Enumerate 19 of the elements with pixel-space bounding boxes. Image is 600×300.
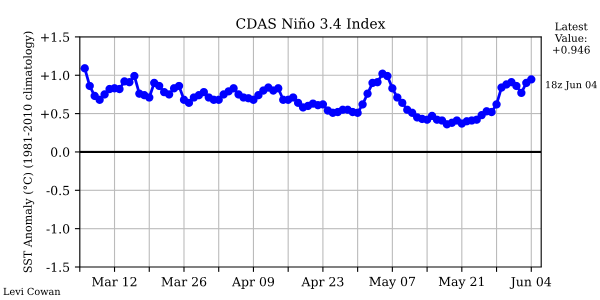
- y-axis-title: SST Anomaly (°C) (1981-2010 climatology): [23, 32, 34, 272]
- y-tick-label: -1.5: [46, 262, 70, 272]
- chart-title: CDAS Niño 3.4 Index: [236, 18, 386, 29]
- text: 18z Jun 04: [546, 80, 597, 90]
- y-tick-label: 0.0: [51, 147, 70, 157]
- y-tick-label: +0.5: [41, 109, 70, 119]
- x-tick-label: Apr 23: [301, 276, 344, 289]
- y-tick-label: -0.5: [46, 186, 70, 196]
- y-tick-label: +1.0: [41, 70, 70, 80]
- y-tick-label: -1.0: [46, 224, 70, 234]
- x-tick-label: May 21: [438, 276, 484, 289]
- x-tick-label: May 07: [369, 276, 416, 289]
- y-tick-label: +1.5: [41, 32, 70, 42]
- text: Levi Cowan: [4, 288, 60, 296]
- x-tick-label: Jun 04: [510, 276, 552, 289]
- x-tick-label: Mar 12: [92, 276, 136, 286]
- text: Latest Value: +0.946: [553, 22, 590, 54]
- x-tick-label: Apr 09: [232, 276, 274, 289]
- x-tick-label: Mar 26: [162, 276, 206, 286]
